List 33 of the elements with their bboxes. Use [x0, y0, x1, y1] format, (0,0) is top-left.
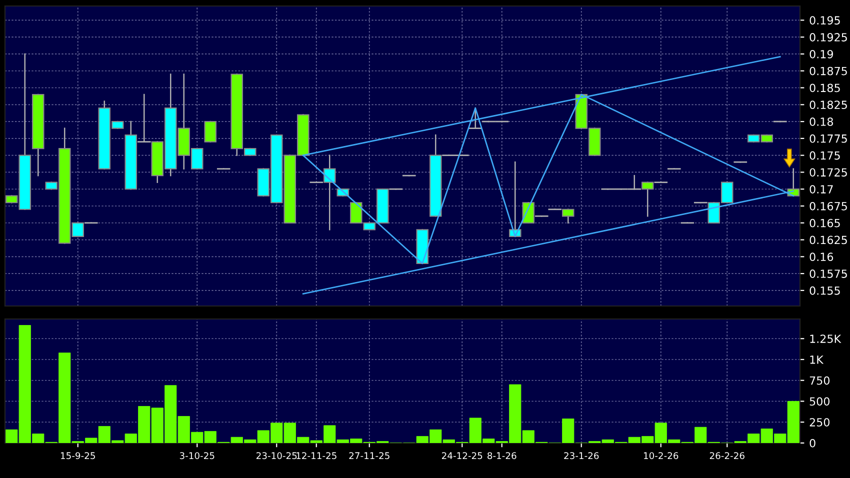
y-tick-label: 0.165	[810, 218, 840, 228]
y-tick-label: 1.25K	[810, 334, 842, 343]
x-tick-label: 3-10-25	[180, 452, 214, 460]
y-tick-label: 0.1725	[810, 168, 847, 177]
y-tick-label: 0.16	[810, 252, 834, 262]
y-tick-label: 0.19	[810, 50, 833, 58]
y-tick-label: 500	[810, 397, 830, 406]
x-tick-label: 15-9-25	[60, 452, 95, 460]
x-tick-label: 26-2-26	[710, 452, 744, 460]
y-tick-label: 0	[810, 438, 816, 448]
y-tick-label: 0.1625	[810, 236, 847, 244]
y-tick-label: 0.1875	[810, 66, 847, 76]
y-tick-label: 0.17	[810, 185, 833, 194]
y-tick-label: 0.1925	[810, 33, 847, 42]
x-tick-label: 24-12-25	[442, 452, 482, 460]
y-tick-label: 0.1775	[810, 134, 847, 143]
y-tick-label: 0.18	[810, 118, 834, 126]
x-tick-label: 27-11-25	[349, 452, 390, 460]
y-tick-label: 0.155	[810, 286, 840, 295]
x-tick-label: 23-1-26	[564, 452, 599, 460]
y-tick-label: 0.1575	[810, 270, 847, 278]
x-tick-label: 12-11-25	[296, 452, 336, 460]
y-tick-label: 0.185	[810, 84, 840, 92]
x-tick-label: 10-2-26	[644, 452, 678, 460]
x-tick-label: 8-1-26	[488, 452, 516, 460]
y-tick-label: 0.1675	[810, 202, 847, 210]
y-tick-label: 0.1825	[810, 100, 847, 110]
y-tick-label: 250	[810, 418, 830, 427]
y-tick-label: 750	[810, 376, 830, 385]
x-tick-label: 23-10-25	[256, 452, 297, 460]
y-tick-label: 1K	[810, 356, 824, 364]
y-tick-label: 0.175	[810, 151, 840, 160]
y-tick-label: 0.195	[810, 16, 840, 25]
